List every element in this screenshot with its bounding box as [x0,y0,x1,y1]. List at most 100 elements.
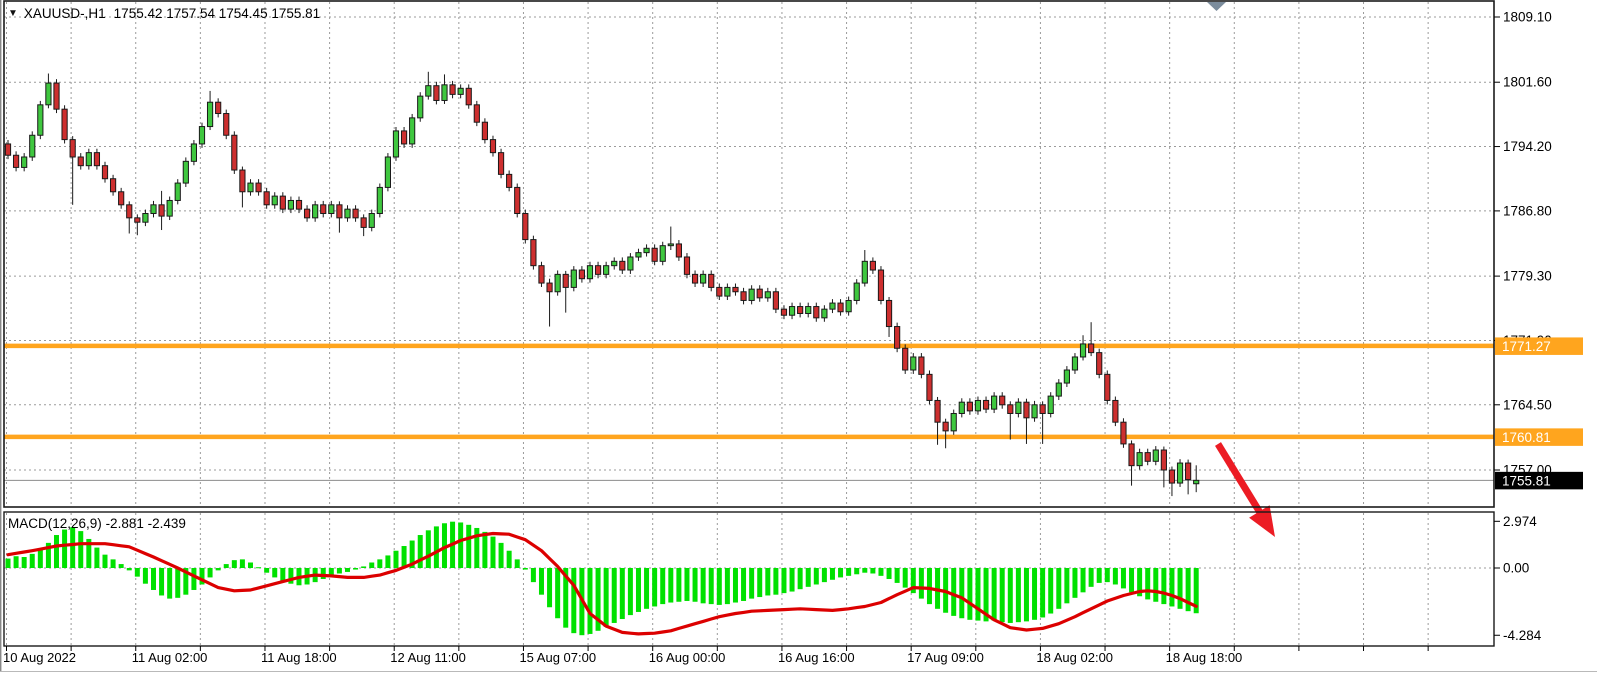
candle [578,266,585,283]
macd-histogram-bar [441,523,447,568]
candle [991,392,998,414]
bull-candle-body [764,291,771,299]
macd-histogram-bar [644,568,650,609]
macd-histogram-bar [320,568,326,579]
candle [449,80,456,99]
macd-indicator-label: MACD(12,26,9) -2.881 -2.439 [8,516,186,531]
bull-candle-body [910,356,917,371]
bear-candle-body [69,139,76,158]
bear-candle-body [352,208,359,219]
macd-histogram-bar [547,568,553,608]
bull-candle-body [206,101,214,128]
candle [837,299,844,316]
candle [328,200,335,218]
candle [691,270,699,287]
candle [586,261,594,283]
macd-histogram-bar [29,553,35,568]
macd-histogram-bar [918,568,924,599]
candle [594,261,602,279]
macd-histogram-bar [377,559,383,568]
bear-candle-body [465,87,472,106]
symbol-timeframe-label: XAUUSD-,H1 [23,5,106,21]
macd-histogram-bar [732,568,738,603]
bear-candle-body [522,213,529,241]
macd-histogram-bar [530,568,536,583]
macd-histogram-bar [619,568,625,620]
macd-histogram-bar [1185,568,1191,612]
macd-histogram-bar [1104,568,1110,583]
macd-histogram-bar [635,568,641,612]
candle [190,140,198,166]
time-axis[interactable]: 10 Aug 2022 11 Aug 02:00 11 Aug 18:00 12 Au… [3,646,1429,665]
bull-candle-body [198,126,206,145]
bear-candle-body [93,152,101,167]
macd-histogram-bar [603,568,609,627]
macd-histogram-bar [239,559,245,568]
bull-candle-body [287,199,295,210]
candle [263,187,270,209]
bull-candle-body [457,87,464,95]
bull-candle-body [312,204,319,219]
candle [376,183,383,218]
candle [1063,366,1070,387]
macd-histogram-bar [1032,568,1038,620]
bull-candle-body [368,213,375,228]
bear-candle-body [732,286,739,293]
price-axis[interactable]: 1809.10 1801.60 1794.20 1786.80 1779.30 1771.… [1494,10,1552,478]
candle [1112,396,1119,427]
bull-candle-body [1152,449,1159,462]
bear-candle-body [77,156,84,167]
candle [716,283,723,301]
macd-histogram-bar [62,529,68,568]
bear-candle-body [279,195,286,210]
macd-histogram-bar [134,568,140,577]
trend-arrow[interactable] [1215,442,1275,537]
candle [1160,446,1167,488]
candle [934,396,941,445]
macd-histogram-bar [894,568,900,583]
main-panel-border [3,0,1495,508]
scroll-to-end-icon[interactable] [1207,2,1226,11]
bear-candle-body [837,302,844,313]
macd-histogram-bar [838,568,844,578]
macd-histogram-bar [902,568,908,588]
candle [425,71,432,100]
candle [667,226,674,251]
macd-histogram-bar [571,568,577,634]
macd-histogram-bar [1040,568,1046,618]
time-axis-label: 18 Aug 02:00 [1036,650,1113,665]
symbol-dropdown-icon[interactable]: ▼ [8,7,18,19]
bull-candle-body [570,269,577,288]
macd-histogram-bar [757,568,763,598]
candle [780,305,788,320]
macd-histogram-bar [595,568,601,631]
bear-candle-body [651,247,658,262]
macd-histogram-bar [878,568,884,576]
bull-candle-body [627,256,634,271]
bull-candle-body [805,306,812,314]
bear-candle-body [594,265,602,275]
candle [29,131,36,161]
bull-candle-body [29,134,36,158]
macd-histogram-bar [1120,568,1126,589]
macd-histogram-bar [611,568,617,623]
candle [271,192,278,209]
ohlc-values: 1755.42 1757.54 1754.45 1755.81 [113,5,321,21]
candle [708,270,715,292]
macd-histogram-bar [886,568,892,579]
price-tag-value: 1760.81 [1502,430,1551,445]
time-axis-label: 10 Aug 2022 [3,650,76,665]
time-axis-label: 11 Aug 18:00 [261,650,337,665]
bear-candle-body [506,173,513,188]
candle [134,214,141,236]
macd-histogram-bar [1088,568,1094,587]
candle [312,200,319,222]
macd-histogram-bar [522,568,528,570]
candle [885,296,893,337]
bear-candle-body [1128,443,1135,467]
bear-candle-body [619,260,626,271]
macd-histogram-bar [765,568,771,596]
